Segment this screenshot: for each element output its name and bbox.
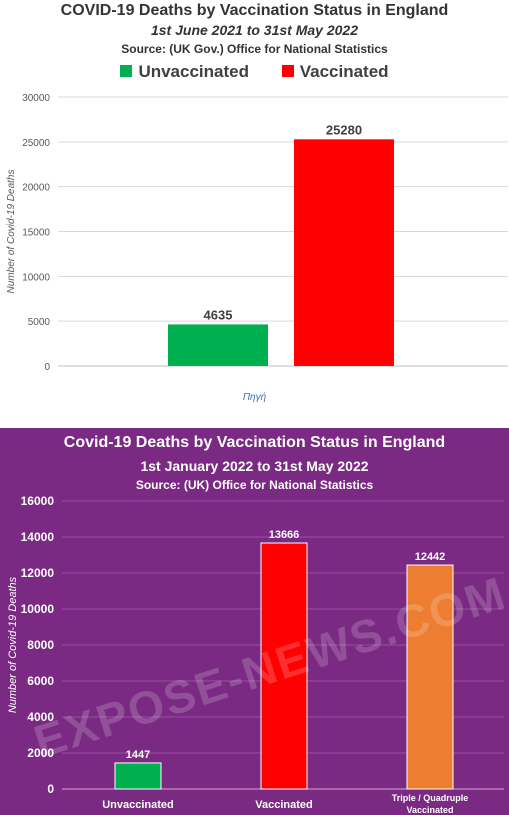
y-tick-label-16000: 16000: [21, 494, 55, 508]
chart-2-source: Source: (UK) Office for National Statist…: [135, 478, 374, 492]
y-tick-label-6000: 6000: [27, 674, 54, 688]
y-tick-label-14000: 14000: [21, 530, 55, 544]
y-tick-label-4000: 4000: [27, 710, 54, 724]
chart-2-svg: 0 2000 4000 6000 8000 10000 12000 14000 16000 Num…: [7, 494, 504, 815]
chart-2-title: Covid-19 Deaths by Vaccination Status in…: [63, 434, 446, 451]
chart-1-legend: Unvaccinated Vaccinated: [0, 62, 509, 82]
chart-1-panel: COVID-19 Deaths by Vaccination Status in…: [0, 0, 509, 380]
legend-item-unvaccinated: Unvaccinated: [120, 62, 249, 82]
bar-vaccinated: [260, 542, 308, 790]
chart-2-subtitle: 1st January 2022 to 31st May 2022: [140, 458, 369, 474]
y-tick-label-30000: 30000: [22, 93, 50, 104]
y-tick-label-12000: 12000: [21, 566, 55, 580]
chart-2-panel: Covid-19 Deaths by Vaccination Status in…: [0, 428, 509, 815]
y-axis-label: Number of Covid-19 Deaths: [7, 576, 19, 713]
legend-swatch-unvaccinated: [120, 65, 133, 77]
data-label-vaccinated: 13666: [269, 529, 300, 541]
y-tick-label-2000: 2000: [27, 746, 54, 760]
y-tick-label-0: 0: [44, 362, 50, 373]
x-tick-label-triple-quadruple-vaccinated-line-1: Triple / Quadruple: [392, 793, 469, 803]
chart-1-subtitle: 1st June 2021 to 31st May 2022: [150, 22, 358, 38]
y-tick-label-5000: 5000: [28, 317, 51, 328]
data-label-vaccinated: 25280: [326, 122, 362, 137]
y-tick-label-25000: 25000: [22, 138, 50, 149]
y-tick-label-15000: 15000: [22, 228, 50, 239]
legend-label-unvaccinated: Unvaccinated: [138, 62, 249, 81]
y-tick-label-10000: 10000: [22, 272, 50, 283]
chart-1-source: Source: (UK Gov.) Office for National St…: [121, 42, 388, 56]
data-label-unvaccinated: 1447: [126, 749, 150, 761]
bar-unvaccinated: [168, 324, 268, 366]
data-label-triple-quadruple-vaccinated: 12442: [415, 551, 446, 563]
chart-1-title: COVID-19 Deaths by Vaccination Status in…: [60, 2, 449, 19]
source-link[interactable]: Πηγή: [242, 392, 267, 403]
chart-1-svg: 0 5000 10000 15000 20000 25000 30000 Number of …: [6, 93, 508, 373]
legend-swatch-vaccinated: [281, 65, 294, 77]
y-axis-label: Number of Covid-19 Deaths: [6, 170, 17, 294]
bar-unvaccinated: [114, 762, 162, 790]
legend-item-vaccinated: Vaccinated: [281, 62, 389, 82]
y-tick-label-0: 0: [47, 782, 54, 796]
y-tick-label-20000: 20000: [22, 183, 50, 194]
y-tick-label-10000: 10000: [21, 602, 55, 616]
y-tick-label-8000: 8000: [27, 638, 54, 652]
legend-label-vaccinated: Vaccinated: [299, 62, 389, 81]
bar-vaccinated: [294, 139, 394, 366]
x-tick-label-vaccinated: Vaccinated: [255, 799, 312, 811]
x-tick-label-unvaccinated: Unvaccinated: [102, 799, 174, 811]
bar-triple-quadruple-vaccinated: [406, 564, 454, 790]
data-label-unvaccinated: 4635: [204, 307, 233, 322]
x-tick-label-triple-quadruple-vaccinated-line-2: Vaccinated: [406, 805, 453, 815]
